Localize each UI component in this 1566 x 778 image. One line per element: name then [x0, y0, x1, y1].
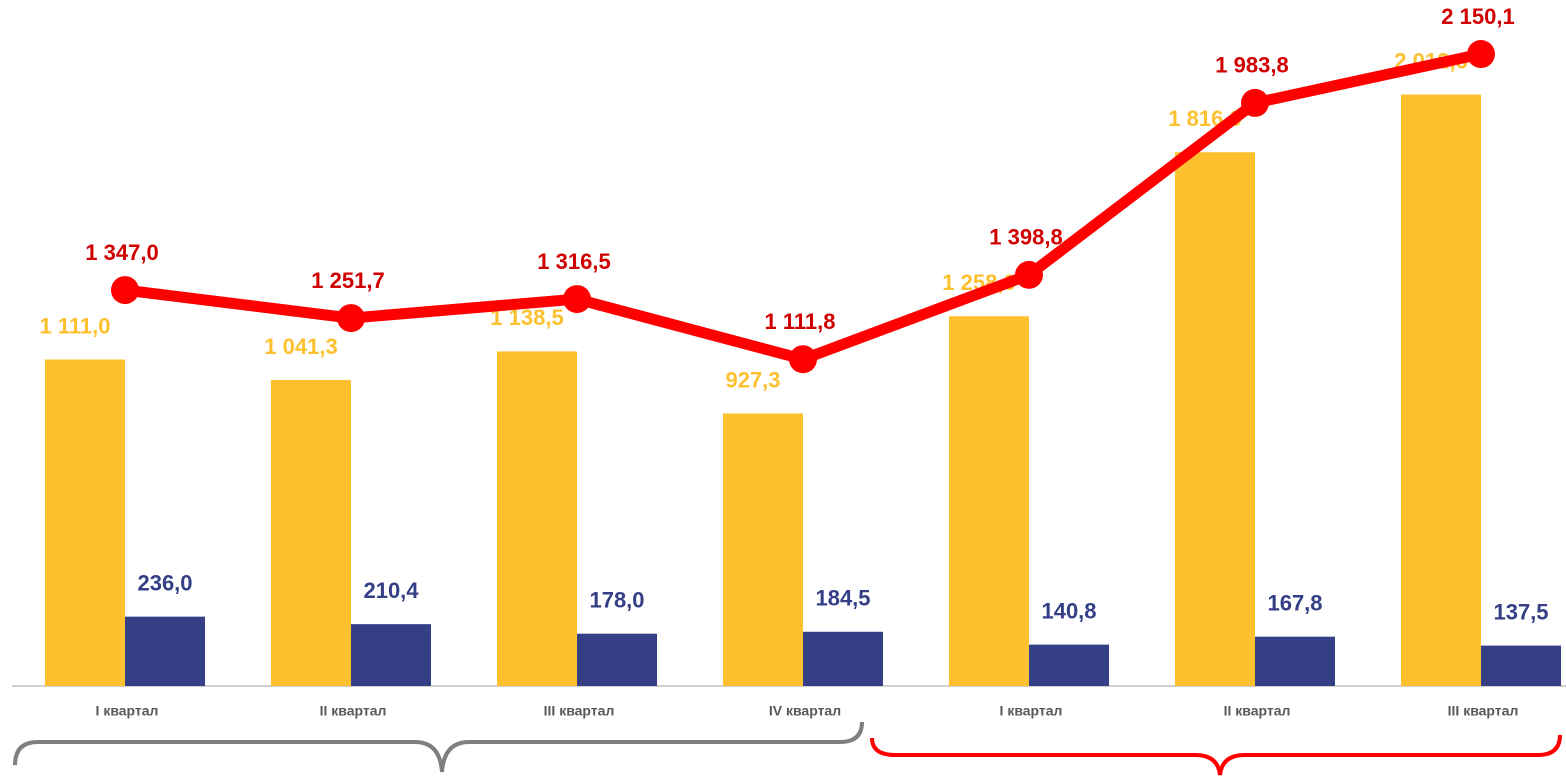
line-point — [563, 285, 591, 314]
bar — [949, 316, 1029, 686]
bar — [125, 616, 205, 686]
year-brace-1 — [13, 721, 864, 773]
data-label: 1 041,3 — [264, 334, 337, 359]
data-label: 1 398,8 — [989, 225, 1062, 250]
data-label: 1 111,8 — [765, 309, 836, 334]
data-label: 210,4 — [363, 578, 419, 603]
bar — [1401, 94, 1481, 687]
x-tick-label: I квартал — [1000, 703, 1063, 719]
bar — [45, 359, 125, 686]
x-tick-label: I квартал — [96, 703, 159, 719]
year-brace-2 — [870, 734, 1562, 776]
bar — [1029, 644, 1109, 686]
bar — [351, 624, 431, 686]
data-label: 2 150,1 — [1441, 4, 1514, 29]
line-point — [789, 345, 817, 374]
data-label: 167,8 — [1267, 590, 1322, 615]
data-label: 1 983,8 — [1215, 53, 1288, 78]
bar — [803, 631, 883, 686]
data-label: 178,0 — [589, 587, 644, 612]
x-tick-label: III квартал — [544, 703, 615, 719]
x-tick-label: II квартал — [1224, 703, 1291, 719]
data-label: 1 316,5 — [537, 249, 610, 274]
line-point — [111, 276, 139, 305]
bar — [723, 413, 803, 686]
data-label: 137,5 — [1493, 599, 1548, 624]
line-point — [1467, 40, 1495, 69]
data-label: 1 251,7 — [311, 268, 384, 293]
x-tick-label: IV квартал — [769, 703, 841, 719]
line-point — [337, 304, 365, 333]
line-point — [1015, 260, 1043, 289]
bar — [1255, 636, 1335, 686]
data-label: 140,8 — [1041, 598, 1096, 623]
data-label: 184,5 — [815, 586, 870, 611]
bar — [497, 351, 577, 686]
bar — [1481, 645, 1561, 686]
data-label: 1 111,0 — [40, 313, 111, 338]
data-label: 1 347,0 — [85, 240, 158, 265]
bar — [577, 633, 657, 686]
x-tick-label: II квартал — [320, 703, 387, 719]
line-point — [1241, 88, 1269, 117]
x-tick-label: III квартал — [1448, 703, 1519, 719]
bar — [271, 379, 351, 686]
data-label: 927,3 — [725, 367, 780, 392]
data-label: 236,0 — [137, 570, 192, 595]
bar — [1175, 152, 1255, 686]
